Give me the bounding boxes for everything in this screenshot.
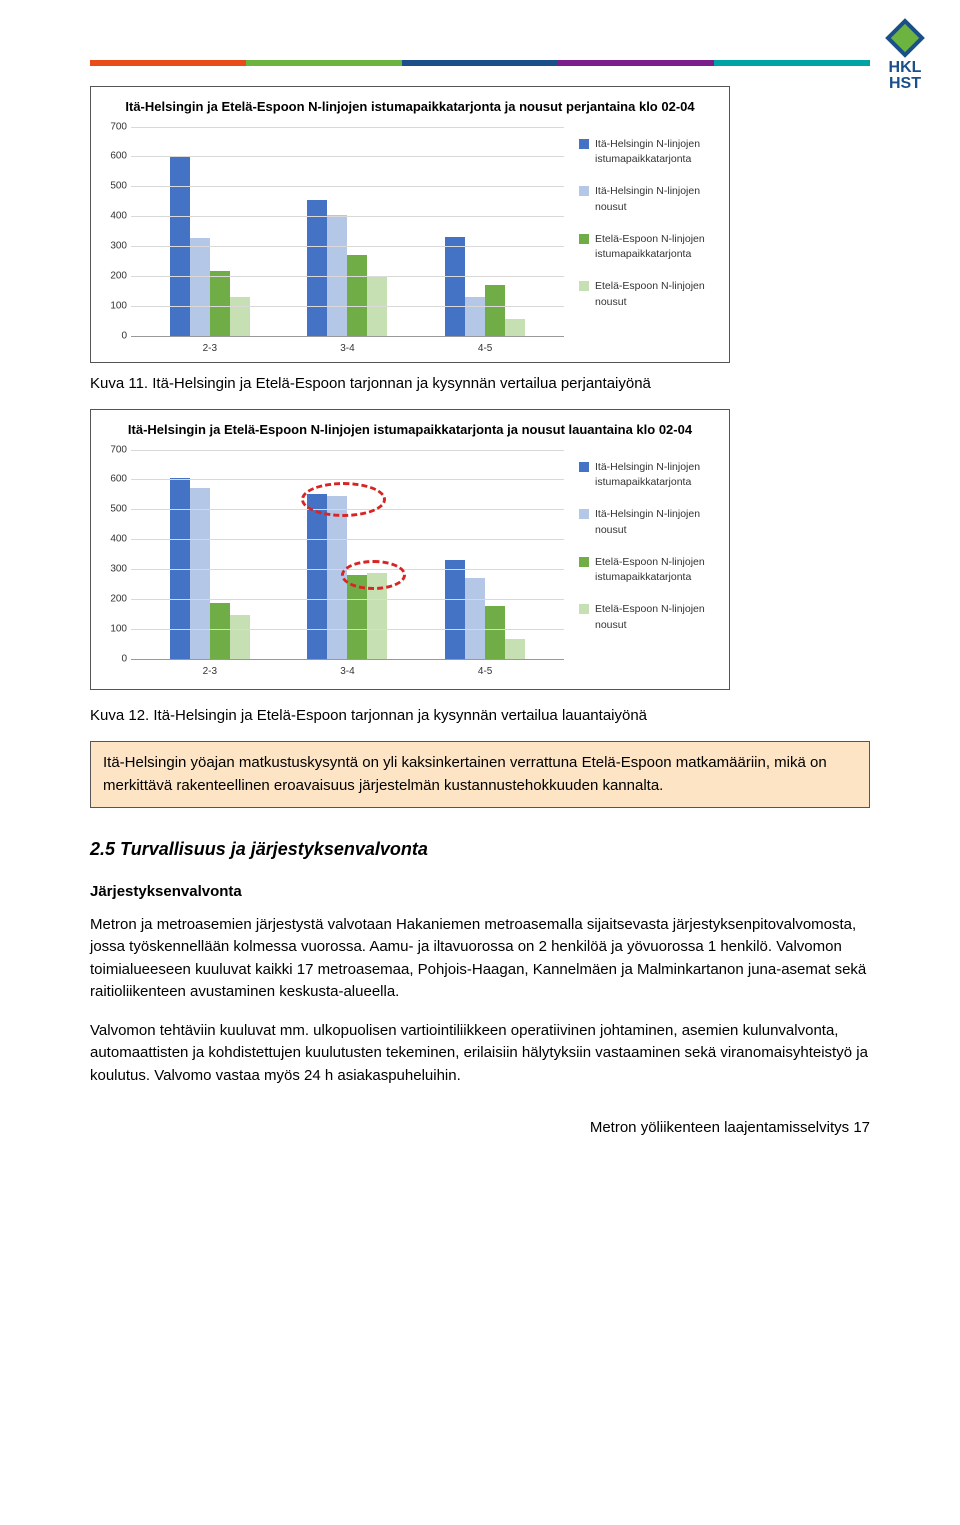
ytick: 700: [101, 442, 127, 457]
footer-doc: Metron yöliikenteen laajentamisselvitys: [590, 1119, 849, 1136]
bar-group: [307, 200, 387, 336]
legend-swatch: [579, 234, 589, 244]
bar-group: [445, 237, 525, 336]
ytick: 700: [101, 119, 127, 134]
chart-1: Itä-Helsingin ja Etelä-Espoon N-linjojen…: [90, 86, 730, 363]
legend-swatch: [579, 557, 589, 567]
legend-item: Etelä-Espoon N-linjojen nousut: [579, 602, 714, 634]
chart-2-title: Itä-Helsingin ja Etelä-Espoon N-linjojen…: [101, 420, 719, 440]
ytick: 400: [101, 209, 127, 224]
xlabel: 3-4: [340, 664, 354, 679]
legend-label: Etelä-Espoon N-linjojen nousut: [595, 279, 714, 311]
xlabel: 2-3: [203, 341, 217, 356]
ytick: 0: [101, 328, 127, 343]
header-color-bar: [90, 60, 870, 66]
bar: [307, 494, 327, 658]
bar: [505, 319, 525, 335]
ytick: 300: [101, 238, 127, 253]
bar: [445, 237, 465, 336]
ytick: 100: [101, 298, 127, 313]
ytick: 0: [101, 651, 127, 666]
legend-swatch: [579, 604, 589, 614]
section-text: Turvallisuus ja järjestyksenvalvonta: [120, 839, 428, 859]
legend-item: Itä-Helsingin N-linjojen istumapaikkatar…: [579, 460, 714, 492]
caption-2: Kuva 12. Itä-Helsingin ja Etelä-Espoon t…: [90, 705, 870, 728]
bar-group: [307, 494, 387, 658]
ytick: 500: [101, 502, 127, 517]
ytick: 300: [101, 561, 127, 576]
bar: [485, 285, 505, 336]
xlabel: 4-5: [478, 341, 492, 356]
legend-swatch: [579, 139, 589, 149]
legend-label: Itä-Helsingin N-linjojen nousut: [595, 184, 714, 216]
paragraph-1: Metron ja metroasemien järjestystä valvo…: [90, 914, 870, 1004]
bar: [485, 606, 505, 658]
legend-swatch: [579, 462, 589, 472]
legend-item: Etelä-Espoon N-linjojen istumapaikkatarj…: [579, 555, 714, 587]
paragraph-2: Valvomon tehtäviin kuuluvat mm. ulkopuol…: [90, 1020, 870, 1088]
legend-label: Itä-Helsingin N-linjojen nousut: [595, 507, 714, 539]
bar: [465, 297, 485, 336]
xlabel: 2-3: [203, 664, 217, 679]
legend-label: Etelä-Espoon N-linjojen nousut: [595, 602, 714, 634]
legend-swatch: [579, 281, 589, 291]
bar: [367, 573, 387, 658]
legend-item: Itä-Helsingin N-linjojen istumapaikkatar…: [579, 137, 714, 169]
chart-1-plot: 0100200300400500600700: [131, 127, 564, 337]
legend-item: Itä-Helsingin N-linjojen nousut: [579, 507, 714, 539]
bar: [465, 578, 485, 659]
ytick: 200: [101, 268, 127, 283]
ytick: 600: [101, 472, 127, 487]
chart-1-title: Itä-Helsingin ja Etelä-Espoon N-linjojen…: [101, 97, 719, 117]
bar: [230, 615, 250, 658]
legend-item: Itä-Helsingin N-linjojen nousut: [579, 184, 714, 216]
chart-2: Itä-Helsingin ja Etelä-Espoon N-linjojen…: [90, 409, 730, 690]
brand-logo: HKL HST: [885, 18, 925, 92]
logo-text-2: HST: [889, 76, 921, 92]
ytick: 200: [101, 591, 127, 606]
bar: [210, 603, 230, 658]
section-title: 2.5 Turvallisuus ja järjestyksenvalvonta: [90, 836, 870, 863]
ytick: 500: [101, 179, 127, 194]
logo-text-1: HKL: [889, 60, 922, 76]
highlight-box: Itä-Helsingin yöajan matkustuskysyntä on…: [90, 741, 870, 808]
legend-label: Itä-Helsingin N-linjojen istumapaikkatar…: [595, 460, 714, 492]
ytick: 100: [101, 621, 127, 636]
legend-item: Etelä-Espoon N-linjojen istumapaikkatarj…: [579, 232, 714, 264]
legend-item: Etelä-Espoon N-linjojen nousut: [579, 279, 714, 311]
legend-label: Etelä-Espoon N-linjojen istumapaikkatarj…: [595, 555, 714, 587]
page-footer: Metron yöliikenteen laajentamisselvitys …: [90, 1117, 870, 1140]
bar: [230, 297, 250, 336]
chart-2-plot: 0100200300400500600700: [131, 450, 564, 660]
legend-label: Etelä-Espoon N-linjojen istumapaikkatarj…: [595, 232, 714, 264]
chart-1-xlabels: 2-3 3-4 4-5: [131, 337, 564, 356]
bar: [505, 639, 525, 658]
bar: [347, 255, 367, 336]
bar: [445, 560, 465, 659]
ytick: 400: [101, 532, 127, 547]
bar-group: [445, 560, 525, 659]
subheading: Järjestyksenvalvonta: [90, 881, 870, 904]
ytick: 600: [101, 149, 127, 164]
section-number: 2.5: [90, 839, 115, 859]
bar: [190, 488, 210, 658]
chart-2-xlabels: 2-3 3-4 4-5: [131, 660, 564, 679]
chart-1-legend: Itä-Helsingin N-linjojen istumapaikkatar…: [564, 127, 719, 356]
footer-page: 17: [853, 1119, 870, 1136]
legend-swatch: [579, 186, 589, 196]
bar: [327, 496, 347, 659]
legend-swatch: [579, 509, 589, 519]
bar: [210, 271, 230, 335]
bar: [347, 575, 367, 659]
xlabel: 4-5: [478, 664, 492, 679]
bar: [307, 200, 327, 336]
logo-diamond-icon: [885, 18, 925, 58]
bar: [190, 238, 210, 335]
legend-label: Itä-Helsingin N-linjojen istumapaikkatar…: [595, 137, 714, 169]
chart-2-legend: Itä-Helsingin N-linjojen istumapaikkatar…: [564, 450, 719, 679]
xlabel: 3-4: [340, 341, 354, 356]
caption-1: Kuva 11. Itä-Helsingin ja Etelä-Espoon t…: [90, 373, 870, 396]
